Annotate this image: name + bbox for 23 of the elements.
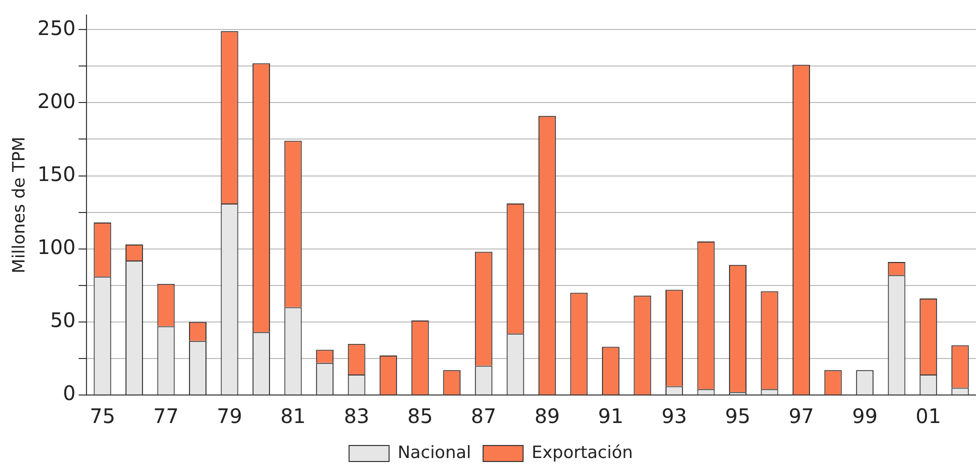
x-tick-label: 99: [852, 404, 878, 428]
y-tick-label: 200: [37, 88, 76, 113]
x-tick-label: 87: [470, 404, 496, 428]
x-tick-label: 77: [153, 404, 179, 428]
x-tick-label: 95: [725, 404, 750, 428]
legend-label: Exportación: [532, 442, 633, 463]
x-tick-label: 81: [280, 404, 306, 428]
x-tick-label: 83: [344, 404, 370, 428]
y-tick-label: 50: [50, 308, 76, 332]
x-tick-label: 79: [216, 404, 242, 428]
x-tick-label: 75: [90, 404, 116, 428]
x-tick-label: 89: [534, 404, 560, 428]
x-tick-label: 97: [788, 404, 814, 428]
legend-label: Nacional: [398, 442, 472, 463]
y-tick-label: 150: [37, 162, 76, 186]
y-axis-title: Millones de TPM: [10, 136, 30, 274]
x-tick-label: 85: [407, 404, 433, 428]
y-tick-label: 0: [62, 381, 76, 406]
x-tick-label: 93: [662, 404, 687, 428]
y-tick-label: 100: [37, 235, 76, 260]
x-tick-label: 01: [916, 404, 942, 428]
x-tick-label: 91: [598, 404, 624, 428]
y-tick-label: 250: [37, 16, 76, 40]
